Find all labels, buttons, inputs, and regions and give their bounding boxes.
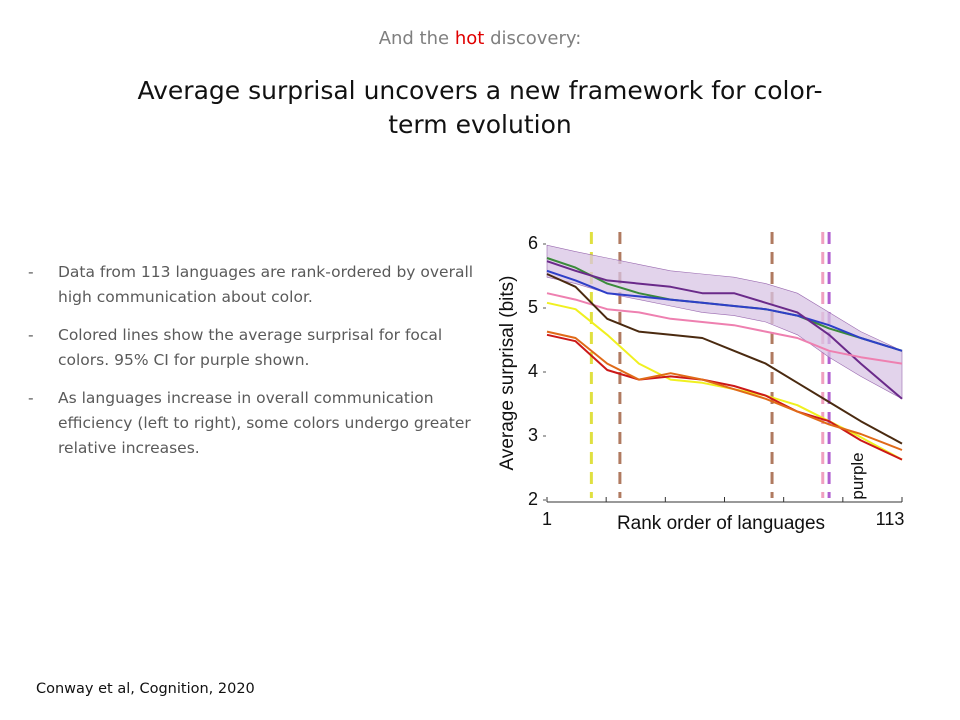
series-line-red [546,333,903,461]
bullet-dash: - [28,263,34,281]
series-line-blue [546,269,903,352]
x-tick-label: 1 [542,509,552,529]
y-tick-label: 4 [528,361,538,381]
confidence-band [546,244,903,400]
ci-band-area [546,244,903,400]
surprisal-chart: 2 3 4 5 6 Average surprisal (bits) Rank orde… [497,232,905,534]
bullet-item: - As languages increase in overall commu… [28,386,478,461]
series-lines [546,257,903,461]
bullet-item: - Colored lines show the average surpris… [28,323,478,373]
y-tick-label: 5 [528,297,538,317]
x-tick-label: 113 [876,509,905,529]
bullet-text: Colored lines show the average surprisal… [58,326,443,369]
citation: Conway et al, Cognition, 2020 [36,681,255,697]
y-tick-label: 3 [528,425,538,445]
subtitle-post: discovery: [490,28,582,49]
bullet-dash: - [28,326,34,344]
subtitle-pre: And the [378,28,450,49]
bullet-text: Data from 113 languages are rank-ordered… [58,263,474,306]
y-axis-label: Average surprisal (bits) [497,275,518,470]
series-line-brown [546,273,903,445]
bullet-text: As languages increase in overall communi… [58,389,471,457]
slide-subtitle: And the hot discovery: [0,28,960,49]
series-line-pink [546,292,903,365]
y-tick-label: 6 [528,233,538,253]
x-axis-label: Rank order of languages [617,513,825,534]
y-tick-label: 2 [528,489,538,509]
vline-annotation: purple [848,452,867,499]
axes: 2 3 4 5 6 [528,233,903,509]
series-line-orange [546,330,903,451]
bullet-list: - Data from 113 languages are rank-order… [28,260,478,474]
subtitle-hot-word: hot [454,28,485,49]
series-line-purple [546,260,903,400]
bullet-dash: - [28,389,34,407]
bullet-item: - Data from 113 languages are rank-order… [28,260,478,310]
slide-title: Average surprisal uncovers a new framewo… [137,76,823,139]
